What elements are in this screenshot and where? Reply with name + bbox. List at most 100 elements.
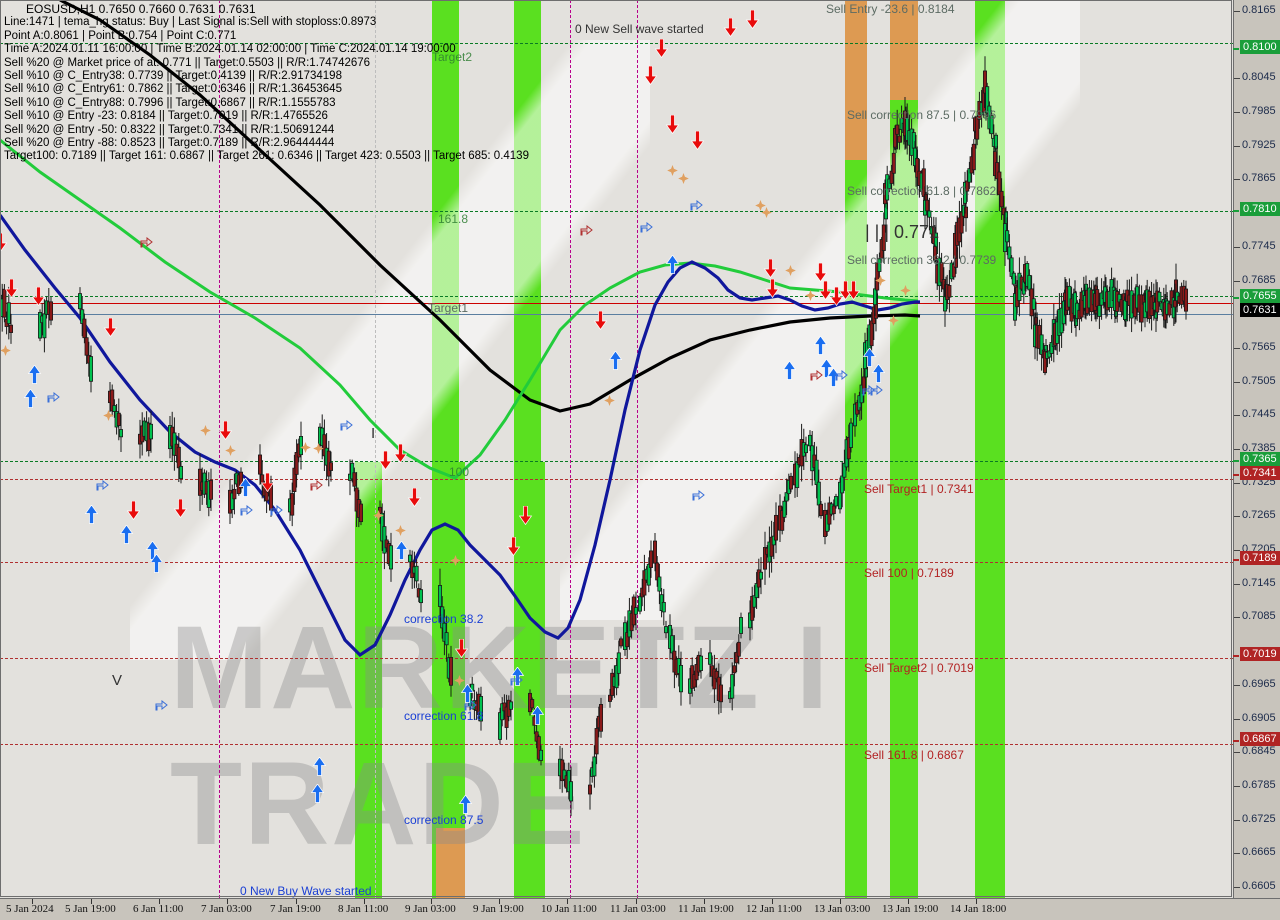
highlight-band-orange bbox=[436, 828, 465, 898]
time-tick-label: 7 Jan 19:00 bbox=[270, 903, 321, 915]
info-line: Sell %10 @ C_Entry61: 0.7862 || Target:0… bbox=[4, 83, 342, 96]
time-tick bbox=[908, 899, 909, 904]
time-tick bbox=[772, 899, 773, 904]
time-tick bbox=[32, 899, 33, 904]
level-label-sell-correction-618: Sell correction 61.8 | 0.7862 bbox=[847, 184, 997, 198]
level-line-green bbox=[0, 43, 1233, 44]
time-tick bbox=[840, 899, 841, 904]
time-tick bbox=[499, 899, 500, 904]
level-line-green bbox=[0, 211, 1233, 212]
price-badge-marker bbox=[1233, 210, 1239, 213]
time-tick-label: 12 Jan 11:00 bbox=[746, 903, 802, 915]
wave-label-sell: 0 New Sell wave started bbox=[575, 22, 704, 36]
price-tick-label: 0.7265 bbox=[1242, 509, 1276, 522]
price-tick-label: 0.6965 bbox=[1242, 677, 1276, 690]
info-line: Sell %10 @ Entry -23: 0.8184 || Target:0… bbox=[4, 110, 328, 123]
v-marker: V bbox=[112, 672, 123, 689]
info-line: Sell %10 @ C_Entry38: 0.7739 || Target:0… bbox=[4, 70, 342, 83]
level-label-sell-100: Sell 100 | 0.7189 bbox=[864, 566, 954, 580]
time-tick bbox=[704, 899, 705, 904]
correction-label-382: correction 38.2 bbox=[404, 612, 484, 626]
time-marker-line bbox=[637, 0, 638, 898]
price-badge-black[interactable]: 0.7631 bbox=[1240, 302, 1280, 317]
i-marker: I bbox=[371, 425, 376, 442]
price-tick bbox=[1234, 78, 1240, 80]
price-tick bbox=[1234, 853, 1240, 855]
time-tick-label: 10 Jan 11:00 bbox=[541, 903, 597, 915]
price-badge-red[interactable]: 0.7019 bbox=[1240, 646, 1280, 661]
price-badge-green[interactable]: 0.8100 bbox=[1240, 39, 1280, 54]
price-tick-label: 0.7445 bbox=[1242, 408, 1276, 421]
price-badge-red[interactable]: 0.6867 bbox=[1240, 731, 1280, 746]
price-tick-label: 0.6725 bbox=[1242, 812, 1276, 825]
price-badge-marker bbox=[1233, 739, 1239, 742]
ma-mid-line bbox=[0, 138, 919, 480]
price-badge-red[interactable]: 0.7189 bbox=[1240, 551, 1280, 566]
price-tick-label: 0.8045 bbox=[1242, 71, 1276, 84]
level-line-red-solid bbox=[0, 303, 1233, 304]
info-line: Sell %20 @ Entry -50: 0.8322 || Target:0… bbox=[4, 123, 335, 136]
candlestick-series bbox=[0, 56, 1189, 817]
level-label-sell-target1: Sell Target1 | 0.7341 bbox=[864, 482, 974, 496]
level-label-sell-target2: Sell Target2 | 0.7019 bbox=[864, 661, 974, 675]
level-line-red bbox=[0, 744, 1233, 745]
wave-label-buy: 0 New Buy Wave started bbox=[240, 884, 372, 898]
price-badge-green[interactable]: 0.7655 bbox=[1240, 289, 1280, 304]
price-tick bbox=[1234, 145, 1240, 147]
level-line-green bbox=[0, 296, 1233, 297]
price-badge-green[interactable]: 0.7365 bbox=[1240, 452, 1280, 467]
time-tick bbox=[227, 899, 228, 904]
price-tick-label: 0.6665 bbox=[1242, 846, 1276, 859]
time-tick bbox=[159, 899, 160, 904]
price-tick bbox=[1234, 482, 1240, 484]
price-tick-label: 0.7685 bbox=[1242, 273, 1276, 286]
price-tick-label: 0.8165 bbox=[1242, 4, 1276, 16]
info-line: Point A:0.8061 | Point B:0.754 | Point C… bbox=[4, 29, 237, 42]
level-line-red bbox=[0, 562, 1233, 563]
correction-label-618: correction 61.8 bbox=[404, 709, 484, 723]
level-label-sell-entry: Sell Entry -23.6 | 0.8184 bbox=[826, 2, 955, 16]
price-tick-label: 0.7745 bbox=[1242, 239, 1276, 252]
fib-label-target2: Target2 bbox=[432, 50, 473, 64]
time-axis[interactable]: 5 Jan 2024 5 Jan 19:00 6 Jan 11:00 7 Jan 03… bbox=[0, 898, 1280, 920]
price-tick bbox=[1234, 550, 1240, 552]
price-series-svg bbox=[0, 0, 921, 658]
info-line: Sell %20 @ Entry -88: 0.8523 || Target:0… bbox=[4, 137, 335, 150]
correction-label-875: correction 87.5 bbox=[404, 813, 484, 827]
fib-label-target1: Target1 bbox=[428, 301, 469, 315]
price-axis[interactable]: 0.8165 0.8045 0.7985 0.7925 0.7865 0.7745 0.76… bbox=[1233, 0, 1280, 898]
level-line-blue-solid bbox=[0, 314, 1233, 315]
time-tick-label: 11 Jan 03:00 bbox=[610, 903, 666, 915]
time-tick-label: 9 Jan 19:00 bbox=[473, 903, 524, 915]
price-badge-green[interactable]: 0.7810 bbox=[1240, 202, 1280, 217]
time-tick bbox=[636, 899, 637, 904]
time-tick bbox=[296, 899, 297, 904]
level-line-green bbox=[0, 461, 1233, 462]
time-tick-label: 6 Jan 11:00 bbox=[133, 903, 184, 915]
chart-info-header: EOSUSD,H1 0.7650 0.7660 0.7631 0.7631 Li… bbox=[4, 2, 529, 164]
info-line: Time A:2024.01.11 16:00:00 | Time B:2024… bbox=[4, 43, 456, 56]
price-badge-red[interactable]: 0.7341 bbox=[1240, 465, 1280, 480]
level-line-red bbox=[0, 479, 1233, 480]
price-tick bbox=[1234, 381, 1240, 383]
time-tick bbox=[91, 899, 92, 904]
price-tick-label: 0.7505 bbox=[1242, 374, 1276, 387]
time-tick-label: 13 Jan 03:00 bbox=[814, 903, 871, 915]
time-marker-line bbox=[219, 0, 220, 898]
price-tick bbox=[1234, 887, 1240, 888]
time-tick bbox=[364, 899, 365, 904]
price-tick-label: 0.7565 bbox=[1242, 340, 1276, 353]
price-tick bbox=[1234, 583, 1240, 585]
time-tick-label: 5 Jan 19:00 bbox=[65, 903, 116, 915]
price-tick bbox=[1234, 449, 1240, 450]
price-badge-marker bbox=[1233, 654, 1239, 657]
time-marker-line bbox=[570, 0, 571, 898]
price-badge-marker bbox=[1233, 559, 1239, 562]
price-tick bbox=[1234, 179, 1240, 181]
price-badge-marker bbox=[1233, 47, 1239, 50]
time-tick bbox=[976, 899, 977, 904]
price-tick bbox=[1234, 684, 1240, 686]
time-tick bbox=[567, 899, 568, 904]
time-tick-label: 8 Jan 11:00 bbox=[338, 903, 389, 915]
